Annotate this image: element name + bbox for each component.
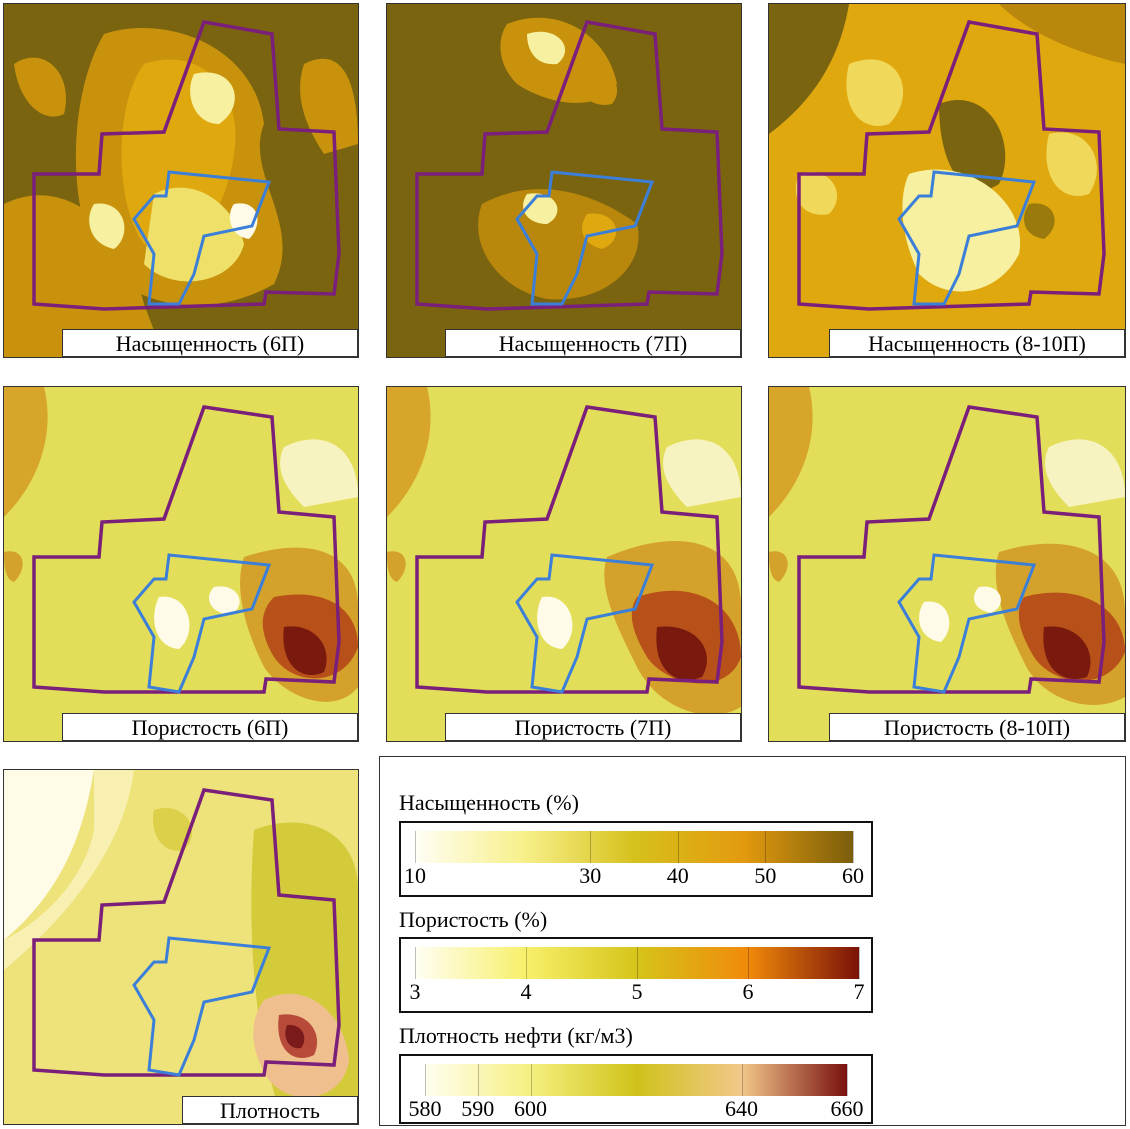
porosity-tick-label: 3 (409, 979, 421, 1004)
porosity-tick-label: 7 (853, 979, 865, 1004)
porosity-tick-label: 5 (631, 979, 643, 1004)
density-scale: 580 590 600 640 660 (399, 1054, 873, 1124)
porosity-tick-label: 4 (520, 979, 532, 1004)
porosity-scale: 3 4 5 6 7 (399, 937, 873, 1013)
saturation-tick-label: 60 (842, 863, 864, 888)
caption-porosity-6p: Пористость (6П) (62, 713, 358, 741)
porosity-tick-label: 6 (742, 979, 754, 1004)
saturation-tick-label: 30 (579, 863, 602, 888)
map-panel-saturation-7p: Насыщенность (7П) (386, 3, 742, 358)
legend-porosity-title: Пористость (%) (399, 907, 548, 932)
caption-saturation-6p: Насыщенность (6П) (62, 329, 358, 357)
density-tick-label: 580 (408, 1096, 442, 1121)
map-panel-porosity-6p: Пористость (6П) (3, 386, 359, 742)
saturation-tick-label: 50 (754, 863, 777, 888)
density-gradient-bar (425, 1064, 847, 1096)
porosity-6p-map (4, 387, 358, 741)
map-panel-saturation-6p: Насыщенность (6П) (3, 3, 359, 358)
saturation-tick-line (853, 831, 854, 863)
density-tick-label: 640 (725, 1096, 758, 1121)
density-tick-label: 660 (830, 1096, 864, 1121)
density-tick-line (477, 1064, 479, 1096)
density-boundaries (32, 788, 341, 1077)
saturation-8-10p-boundaries (797, 20, 1106, 311)
caption-saturation-8-10p: Насыщенность (8-10П) (829, 329, 1125, 357)
density-tick-line (530, 1064, 532, 1096)
saturation-scale: 10 30 40 50 60 (399, 821, 873, 897)
saturation-7p-boundaries (415, 20, 724, 311)
saturation-6p-boundaries (32, 20, 341, 311)
saturation-tick-line (590, 831, 592, 863)
saturation-tick-line (677, 831, 679, 863)
caption-saturation-7p: Насыщенность (7П) (445, 329, 741, 357)
porosity-tick-line (415, 947, 416, 979)
map-panel-porosity-7p: Пористость (7П) (386, 386, 742, 742)
saturation-tick-line (415, 831, 416, 863)
map-panel-density: Плотность (3, 769, 359, 1125)
density-tick-line (425, 1064, 426, 1096)
porosity-gradient-bar (415, 947, 859, 979)
density-tick-label: 590 (461, 1096, 495, 1121)
map-panel-saturation-8-10p: Насыщенность (8-10П) (768, 3, 1126, 358)
caption-porosity-7p: Пористость (7П) (445, 713, 741, 741)
legend-saturation-title: Насыщенность (%) (399, 790, 579, 815)
caption-density: Плотность (182, 1096, 358, 1124)
map-panel-porosity-8-10p: Пористость (8-10П) (768, 386, 1126, 742)
saturation-7p-map (387, 4, 741, 357)
saturation-tick-label: 10 (404, 863, 426, 888)
porosity-tick-line (526, 947, 527, 979)
legend-density-title: Плотность нефти (кг/м3) (399, 1023, 633, 1048)
porosity-6p-boundaries (32, 405, 341, 694)
porosity-tick-line (637, 947, 638, 979)
saturation-tick-label: 40 (666, 863, 689, 888)
saturation-tick-line (765, 831, 767, 863)
density-tick-label: 600 (514, 1096, 547, 1121)
porosity-7p-boundaries (415, 405, 724, 694)
porosity-tick-line (859, 947, 860, 979)
legend-box: Насыщенность (%) 10 30 40 50 60 Пористость (… (379, 756, 1126, 1126)
caption-porosity-8-10p: Пористость (8-10П) (829, 713, 1125, 741)
density-tick-line (847, 1064, 848, 1096)
saturation-gradient-bar (415, 831, 853, 863)
porosity-tick-line (748, 947, 749, 979)
density-tick-line (741, 1064, 743, 1096)
porosity-8-10p-boundaries (797, 405, 1106, 694)
